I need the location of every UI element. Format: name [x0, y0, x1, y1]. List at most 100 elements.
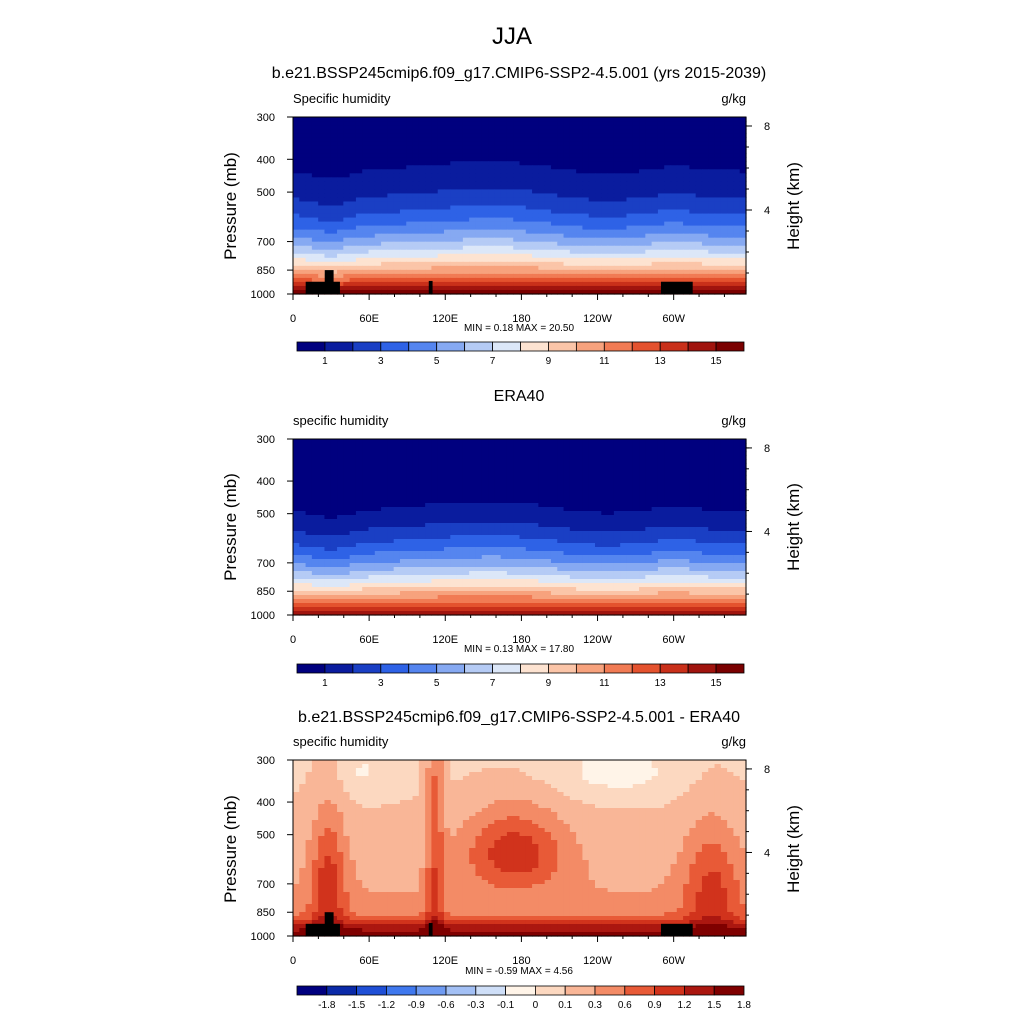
field-cell — [500, 527, 508, 532]
field-cell — [588, 451, 596, 456]
field-cell — [330, 161, 338, 166]
field-cell — [613, 531, 621, 536]
field-cell — [462, 273, 470, 279]
field-cell — [500, 117, 508, 122]
field-cell — [683, 169, 690, 174]
field-cell — [299, 141, 307, 146]
field-cell — [670, 495, 678, 500]
field-cell — [387, 487, 395, 492]
field-cell — [494, 193, 502, 199]
field-cell — [437, 265, 445, 271]
field-cell — [462, 495, 470, 500]
field-cell — [670, 177, 678, 182]
field-cell — [720, 507, 728, 512]
field-cell — [576, 459, 584, 464]
field-cell — [343, 193, 351, 199]
field-cell — [720, 249, 728, 255]
field-cell — [632, 245, 640, 251]
field-cell — [437, 237, 445, 243]
field-cell — [582, 129, 590, 134]
field-cell — [494, 439, 502, 444]
field-cell — [355, 483, 363, 488]
field-cell — [494, 531, 502, 536]
field-cell — [387, 173, 395, 178]
field-cell — [639, 209, 646, 215]
field-cell — [374, 467, 382, 472]
field-cell — [639, 475, 646, 480]
field-cell — [714, 471, 722, 476]
field-cell — [714, 249, 722, 255]
field-cell — [601, 161, 609, 166]
field-cell — [733, 117, 741, 122]
field-cell — [544, 133, 552, 138]
field-cell — [651, 277, 659, 283]
field-cell — [645, 451, 653, 456]
field-cell — [469, 137, 477, 142]
field-cell — [305, 269, 313, 275]
field-cell — [733, 523, 741, 528]
field-cell — [595, 181, 602, 186]
field-cell — [412, 241, 420, 247]
field-cell — [708, 169, 716, 174]
field-cell — [293, 467, 300, 472]
field-cell — [387, 471, 395, 476]
field-cell — [355, 281, 363, 287]
colorbar-swatch — [492, 341, 521, 352]
field-cell — [714, 129, 722, 134]
field-cell — [299, 133, 307, 138]
field-cell — [670, 471, 678, 476]
field-cell — [425, 241, 433, 247]
field-cell — [714, 169, 722, 174]
field-cell — [513, 245, 521, 251]
field-cell — [708, 463, 716, 468]
field-cell — [595, 229, 602, 235]
field-cell — [450, 519, 458, 524]
field-cell — [727, 451, 735, 456]
field-cell — [387, 217, 395, 223]
field-cell — [506, 463, 514, 468]
field-cell — [582, 157, 590, 162]
field-cell — [601, 241, 609, 247]
field-cell — [676, 443, 684, 448]
field-cell — [506, 149, 514, 154]
field-cell — [664, 217, 672, 223]
field-cell — [708, 499, 716, 504]
field-cell — [689, 125, 697, 130]
field-cell — [576, 289, 584, 295]
field-cell — [481, 289, 489, 295]
field-cell — [607, 527, 615, 532]
field-cell — [393, 467, 401, 472]
field-cell — [425, 463, 433, 468]
field-cell — [689, 289, 697, 295]
field-cell — [708, 129, 716, 134]
field-cell — [349, 459, 357, 464]
field-cell — [708, 149, 716, 154]
field-cell — [626, 117, 634, 122]
field-cell — [305, 451, 313, 456]
field-cell — [670, 129, 678, 134]
field-cell — [626, 495, 634, 500]
field-cell — [318, 233, 326, 239]
field-cell — [305, 495, 313, 500]
field-cell — [595, 495, 602, 500]
field-cell — [305, 455, 313, 460]
field-cell — [525, 197, 533, 203]
field-cell — [444, 117, 451, 122]
field-cell — [343, 221, 351, 227]
field-cell — [330, 447, 338, 452]
field-cell — [607, 289, 615, 295]
field-cell — [569, 269, 577, 275]
field-cell — [664, 241, 672, 247]
field-cell — [469, 499, 477, 504]
field-cell — [714, 281, 722, 287]
field-cell — [425, 197, 433, 203]
field-cell — [576, 527, 584, 532]
field-cell — [569, 289, 577, 295]
field-cell — [701, 165, 709, 170]
field-cell — [607, 229, 615, 235]
field-cell — [544, 209, 552, 215]
field-cell — [469, 519, 477, 524]
field-cell — [664, 527, 672, 532]
field-cell — [525, 491, 533, 496]
field-cell — [311, 459, 319, 464]
